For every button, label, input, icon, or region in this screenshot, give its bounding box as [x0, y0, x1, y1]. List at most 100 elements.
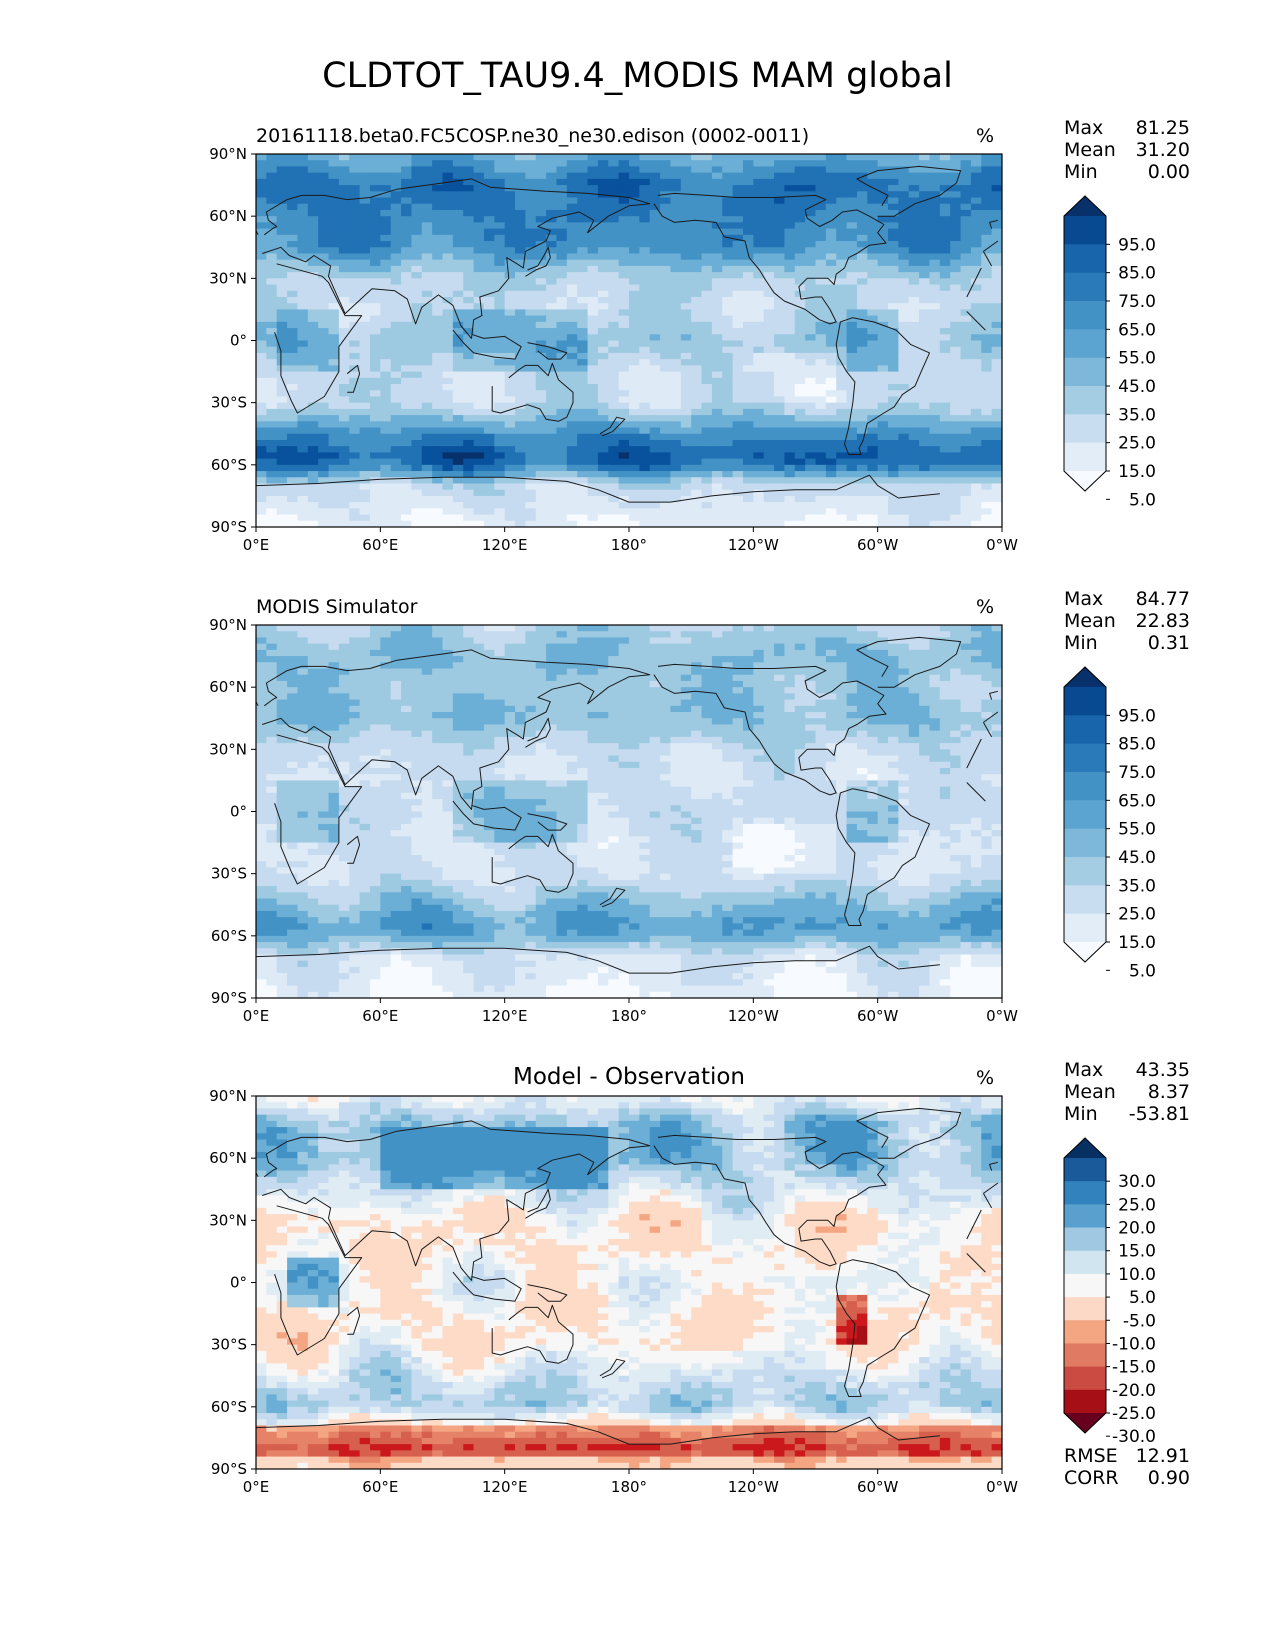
stat-value-min: 0.31 [1148, 632, 1190, 654]
australia-coastline [491, 833, 574, 893]
greenland-coastline [856, 1107, 962, 1159]
colorbar-label: 35.0 [1118, 876, 1156, 896]
lon-tick-label: 0°E [243, 1478, 270, 1496]
colorbar-bin [1064, 687, 1106, 716]
map-field [256, 154, 1002, 527]
madagascar-coastline [346, 1306, 361, 1335]
colorbar-label: 15.0 [1118, 933, 1156, 953]
madagascar-coastline [346, 364, 361, 393]
panel-test: 0°E 60°E 120°E 180° 120°W 60°W 0°W 90°N 60°N 30°N… [209, 117, 1190, 554]
japan-coastline [525, 246, 551, 277]
indonesia-coastline [452, 800, 522, 831]
colorbar-label: 15.0 [1118, 462, 1156, 482]
antarctica-coastline [256, 945, 940, 974]
lat-tick-label: 30°N [209, 740, 247, 758]
colorbar-label: 65.0 [1118, 320, 1156, 340]
colorbar-bin [1064, 772, 1106, 801]
colorbar-bin [1064, 414, 1106, 444]
stat-value-max: 81.25 [1136, 117, 1190, 139]
uk-coastline [989, 219, 999, 229]
colorbar-bin [1064, 1227, 1106, 1252]
lat-tick-label: 30°N [209, 1211, 247, 1229]
africa-coastline [274, 1205, 363, 1356]
madagascar-coastline [346, 835, 361, 864]
units-label: % [976, 596, 994, 618]
lat-tick-label: 90°N [209, 616, 247, 634]
colorbar: 95.0 85.0 75.0 65.0 55.0 45.0 35.0 25.0 15.0 5.0 [1063, 195, 1156, 510]
africa-coastline [966, 782, 986, 802]
indonesia-coastline [452, 329, 522, 360]
lon-tick-label: 120°W [728, 1007, 779, 1025]
south-america-coastline [835, 788, 930, 926]
greenland-coastline [856, 636, 962, 688]
colorbar-bin [1064, 913, 1106, 943]
colorbar-bin [1064, 1250, 1106, 1275]
lat-tick-label: 30°S [211, 1336, 247, 1354]
units-label: % [976, 125, 994, 147]
lon-tick-label: 120°E [482, 1478, 528, 1496]
colorbar-bin [1064, 1297, 1106, 1321]
colorbar-extension-bottom [1064, 942, 1106, 962]
lon-tick-label: 120°E [482, 536, 528, 554]
colorbar-label: 5.0 [1129, 490, 1156, 510]
north-america-coastline [653, 192, 887, 325]
africa-coastline [966, 311, 986, 331]
stat-label-min: Min [1064, 632, 1098, 654]
colorbar-bin [1064, 1273, 1106, 1298]
colorbar-label: -25.0 [1112, 1404, 1156, 1424]
lat-tick-label: 60°S [211, 456, 247, 474]
eurasia-coastline [983, 1182, 999, 1194]
australia-coastline [491, 1304, 574, 1364]
new-guinea-coastline [527, 1284, 568, 1302]
colorbar-label: 25.0 [1118, 1195, 1156, 1215]
north-america-coastline [653, 663, 887, 796]
colorbar-bin [1064, 1389, 1106, 1414]
africa-coastline [966, 1253, 986, 1273]
lon-tick-label: 0°E [243, 536, 270, 554]
stat-label-max: Max [1064, 1059, 1103, 1081]
stat-label-min: Min [1064, 1103, 1098, 1125]
colorbar-label: 95.0 [1118, 706, 1156, 726]
lon-tick-label: 0°W [986, 1007, 1018, 1025]
lat-tick-label: 60°N [209, 207, 247, 225]
eurasia-coastline [262, 178, 651, 339]
colorbar-bin [1064, 1320, 1106, 1344]
colorbar-bin [1064, 357, 1106, 387]
colorbar-label: -10.0 [1112, 1334, 1156, 1354]
lat-tick-label: 30°S [211, 865, 247, 883]
new-guinea-coastline [527, 342, 568, 360]
colorbar-label: 5.0 [1129, 961, 1156, 981]
stat-value-corr: 0.90 [1148, 1467, 1190, 1489]
colorbar-label: 10.0 [1118, 1265, 1156, 1285]
colorbar-extension-bottom [1064, 471, 1106, 491]
lon-tick-label: 180° [611, 536, 647, 554]
lon-tick-label: 180° [611, 1007, 647, 1025]
lon-tick-label: 0°E [243, 1007, 270, 1025]
stat-label-mean: Mean [1064, 610, 1116, 632]
colorbar-label: -20.0 [1112, 1381, 1156, 1401]
lon-tick-label: 60°W [857, 1007, 899, 1025]
africa-coastline [966, 267, 982, 298]
colorbar-bin [1064, 1181, 1106, 1205]
stat-value-min: 0.00 [1148, 161, 1190, 183]
panel-difference: 0°E 60°E 120°E 180° 120°W 60°W 0°W 90°N 60°N 30°N… [209, 1059, 1190, 1496]
stat-label-max: Max [1064, 117, 1103, 139]
lon-tick-label: 60°W [857, 1478, 899, 1496]
eurasia-coastline [262, 649, 651, 810]
colorbar: 95.0 85.0 75.0 65.0 55.0 45.0 35.0 25.0 15.0 5.0 [1063, 666, 1156, 981]
colorbar-bin [1064, 301, 1106, 330]
new-zealand-coastline [599, 416, 626, 437]
stat-value-mean: 8.37 [1148, 1081, 1190, 1103]
lon-tick-label: 0°W [986, 1478, 1018, 1496]
colorbar-label: 5.0 [1129, 1288, 1156, 1308]
panel-reference: 0°E 60°E 120°E 180° 120°W 60°W 0°W 90°N 60°N 30°N… [209, 588, 1190, 1025]
eurasia-coastline [262, 1120, 651, 1281]
lat-tick-label: 30°N [209, 269, 247, 287]
indonesia-coastline [452, 1271, 522, 1302]
lon-tick-label: 60°W [857, 536, 899, 554]
colorbar-bin [1064, 272, 1106, 302]
lon-tick-label: 0°W [986, 536, 1018, 554]
panel-title: Model - Observation [513, 1064, 745, 1090]
antarctica-coastline [256, 474, 940, 503]
africa-coastline [966, 1209, 982, 1240]
